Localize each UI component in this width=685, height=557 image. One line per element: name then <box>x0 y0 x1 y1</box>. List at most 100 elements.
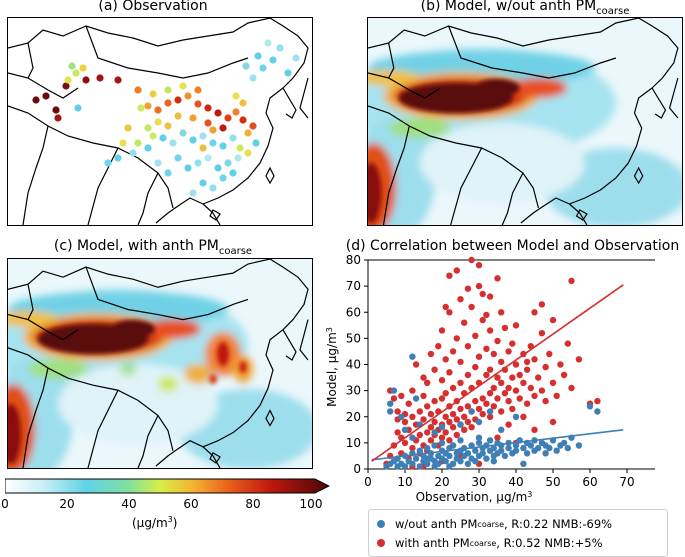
data-point <box>486 413 494 420</box>
data-point <box>520 444 527 452</box>
data-point <box>564 444 571 452</box>
station-dot <box>199 132 207 140</box>
station-dot <box>42 92 50 100</box>
station-dot <box>72 69 80 77</box>
data-point <box>498 379 505 386</box>
colorbar-tick: 100 <box>299 497 323 511</box>
station-dot <box>174 96 182 104</box>
legend-item-without: w/out anth PM coarse, R:0.22 NMB:-69% <box>377 516 612 532</box>
scatter-chart: 0102030405060708001020304050607080 Obser… <box>325 255 655 504</box>
data-point <box>424 379 431 386</box>
data-point <box>479 450 486 457</box>
border-line <box>652 88 665 118</box>
y-tick-label: 30 <box>346 384 361 398</box>
border-line <box>266 168 274 183</box>
data-point <box>412 361 420 368</box>
legend-item-with: with anth PM coarse, R:0.52 NMB:+5% <box>377 535 603 551</box>
station-dot <box>149 132 157 140</box>
field-blob <box>158 376 178 392</box>
data-point <box>509 340 516 347</box>
border-line <box>368 18 639 48</box>
border-line <box>449 26 616 78</box>
station-dot <box>239 99 247 107</box>
data-point <box>457 458 464 465</box>
station-dot <box>249 122 257 130</box>
station-dot <box>179 82 187 90</box>
data-point <box>401 418 409 426</box>
y-tick-label: 10 <box>346 436 361 450</box>
border-line <box>210 210 220 220</box>
data-point <box>575 442 583 449</box>
station-dot <box>194 100 202 108</box>
panel-b-title: (b) Model, w/out anth PMcoarse <box>420 0 630 17</box>
data-point <box>490 350 497 358</box>
data-point <box>490 458 497 465</box>
border-line <box>502 173 523 225</box>
data-point <box>420 374 427 381</box>
data-point <box>401 439 409 447</box>
data-point <box>542 397 549 405</box>
station-dot <box>249 74 257 82</box>
field-blob <box>120 363 136 375</box>
data-point <box>475 282 483 290</box>
data-point <box>394 429 401 436</box>
data-point <box>486 408 494 415</box>
data-point <box>409 387 416 394</box>
colorbar-tick: 40 <box>121 497 137 511</box>
field-blob <box>28 359 88 379</box>
station-dot <box>189 114 197 122</box>
field-core <box>368 79 520 223</box>
border-line <box>521 198 570 223</box>
dust-core <box>8 404 21 464</box>
data-point <box>472 447 479 454</box>
station-dot <box>129 149 137 157</box>
border-line <box>270 259 308 330</box>
data-point <box>483 400 490 407</box>
station-dot <box>194 159 202 167</box>
data-point <box>390 395 398 402</box>
station-dot <box>244 149 252 157</box>
station-dot <box>209 139 217 147</box>
data-point <box>442 458 449 465</box>
station-dot <box>254 52 262 60</box>
data-point <box>494 337 501 345</box>
data-point <box>538 301 546 308</box>
data-point <box>553 447 560 454</box>
data-point <box>486 390 494 397</box>
border-line <box>8 348 173 451</box>
data-point <box>449 424 457 431</box>
observation-map <box>7 17 313 226</box>
data-point <box>498 442 505 449</box>
data-point <box>449 460 457 467</box>
data-point <box>468 303 475 311</box>
data-point <box>490 384 497 392</box>
station-dot <box>189 136 197 144</box>
data-point <box>549 379 557 386</box>
data-point <box>531 392 538 400</box>
data-point <box>453 267 460 274</box>
data-point <box>409 460 416 467</box>
border-line <box>203 447 220 468</box>
station-dot <box>184 164 192 172</box>
border-line <box>203 88 283 204</box>
border-line <box>86 26 248 78</box>
station-dot <box>219 124 227 132</box>
station-dot <box>204 104 212 112</box>
data-point <box>461 319 468 326</box>
data-point <box>475 418 483 426</box>
station-dot <box>144 144 152 152</box>
data-point <box>457 379 464 386</box>
station-dot <box>82 76 90 84</box>
data-point <box>483 345 490 352</box>
border-line <box>8 106 173 208</box>
field-blob <box>184 364 212 384</box>
data-point <box>549 316 557 324</box>
fit-lines <box>371 284 624 462</box>
data-point <box>457 437 464 444</box>
data-point <box>490 444 497 452</box>
x-axis-label: Observation, μg/m3 <box>416 490 533 504</box>
station-dot <box>264 39 272 47</box>
y-tick-label: 80 <box>346 255 361 267</box>
station-dot <box>224 159 232 167</box>
x-tick-label: 0 <box>364 475 372 489</box>
